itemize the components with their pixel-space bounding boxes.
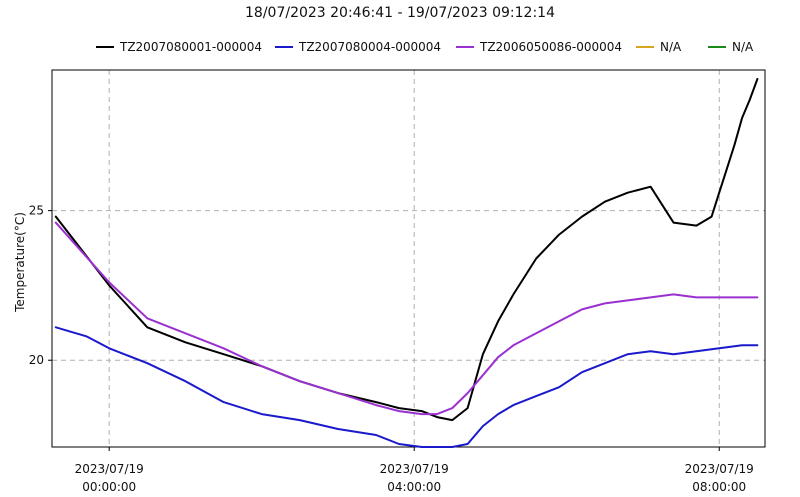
- y-tick-label: 25: [29, 204, 44, 218]
- legend-label-series-3: TZ2006050086-000004: [480, 40, 623, 54]
- x-tick-time-label: 00:00:00: [82, 480, 136, 494]
- legend-label-series-2: TZ2007080004-000004: [299, 40, 442, 54]
- plot-frame: [51, 69, 766, 448]
- series-line-2: [54, 326, 759, 448]
- legend-swatch-series-5: [708, 46, 726, 48]
- legend-item-series-1[interactable]: TZ2007080001-000004: [96, 38, 262, 56]
- series-line-3: [54, 221, 759, 416]
- y-tick-label: 20: [29, 353, 44, 367]
- legend-swatch-series-1: [96, 46, 114, 48]
- series-layer: [54, 78, 759, 448]
- legend-item-series-5[interactable]: N/A: [708, 38, 753, 56]
- legend-swatch-series-4: [636, 46, 654, 48]
- x-tick-date-label: 2023/07/19: [685, 462, 754, 476]
- legend-swatch-series-2: [275, 46, 293, 48]
- legend-label-series-1: TZ2007080001-000004: [120, 40, 263, 54]
- legend: TZ2007080001-000004 TZ2007080004-000004 …: [0, 38, 800, 56]
- x-tick-time-label: 08:00:00: [692, 480, 746, 494]
- legend-label-series-5: N/A: [732, 40, 754, 54]
- legend-label-series-4: N/A: [660, 40, 682, 54]
- y-axis-label: Temperature(°C): [13, 212, 27, 313]
- chart-title: 18/07/2023 20:46:41 - 19/07/2023 09:12:1…: [245, 5, 555, 21]
- legend-item-series-2[interactable]: TZ2007080004-000004: [275, 38, 441, 56]
- x-tick-time-label: 04:00:00: [387, 480, 441, 494]
- x-tick-date-label: 2023/07/19: [75, 462, 144, 476]
- legend-item-series-4[interactable]: N/A: [636, 38, 681, 56]
- legend-swatch-series-3: [456, 46, 474, 48]
- grid-layer: [52, 70, 765, 447]
- legend-item-series-3[interactable]: TZ2006050086-000004: [456, 38, 622, 56]
- axis-layer: 20 25 2023/07/19 00:00:00 2023/07/19 04:00:00…: [29, 204, 754, 494]
- x-tick-date-label: 2023/07/19: [380, 462, 449, 476]
